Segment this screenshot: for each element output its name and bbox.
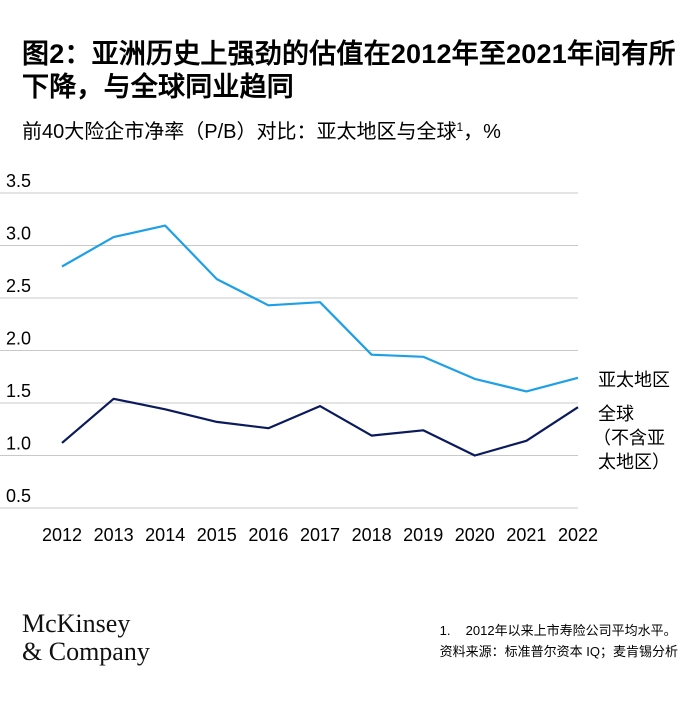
x-tick-label: 2019 (403, 525, 443, 545)
logo-line-2: & Company (22, 637, 150, 666)
subtitle-unit: ，% (463, 121, 501, 143)
logo-line-1: McKinsey (22, 609, 131, 638)
x-tick-label: 2021 (506, 525, 546, 545)
x-tick-label: 2022 (558, 525, 598, 545)
subtitle-footnote-mark: 1 (456, 120, 464, 134)
footnote-number: 1. (439, 623, 451, 638)
x-axis-ticks: 2012 2013 2014 2015 2016 2017 2018 2019 2020 2021… (42, 525, 598, 545)
x-tick-label: 2018 (352, 525, 392, 545)
series-label-global-line: 全球 (598, 404, 634, 424)
subtitle-text: 前40大险企市净率（P/B）对比：亚太地区与全球 (22, 121, 457, 143)
y-tick-label: 1.0 (6, 434, 31, 454)
x-tick-label: 2015 (197, 525, 237, 545)
y-tick-label: 2.5 (6, 276, 31, 296)
footnote-text: 2012年以来上市寿险公司平均水平。 (465, 623, 677, 638)
chart-title: 图2：亚洲历史上强劲的估值在2012年至2021年间有所下降，与全球同业趋同 (22, 39, 676, 102)
x-tick-label: 2013 (94, 525, 134, 545)
y-axis-ticks: 0.5 1.0 1.5 2.0 2.5 3.0 3.5 (6, 171, 31, 506)
series-label-asia-pacific: 亚太地区 (598, 370, 670, 390)
y-tick-label: 3.0 (6, 224, 31, 244)
footnote-block: 1. 2012年以来上市寿险公司平均水平。 资料来源：标准普尔资本 IQ；麦肯锡分… (440, 620, 678, 662)
series-label-global-line: （不含亚 (593, 428, 665, 448)
x-tick-label: 2016 (248, 525, 288, 545)
x-tick-label: 2017 (300, 525, 340, 545)
x-tick-label: 2012 (42, 525, 82, 545)
source-note: 资料来源：标准普尔资本 IQ；麦肯锡分析 (439, 644, 678, 659)
series-lines (61, 224, 579, 457)
y-tick-label: 0.5 (6, 486, 31, 506)
mckinsey-logo: McKinsey & Company (22, 610, 150, 666)
x-tick-label: 2020 (455, 525, 495, 545)
footnote-1: 1. 2012年以来上市寿险公司平均水平。 (440, 620, 678, 641)
series-label-global-line: 太地区） (598, 452, 670, 472)
series-line-global (61, 397, 579, 457)
line-chart: 0.51.01.52.02.53.03.5 2012 2013 2014 2015 20… (0, 171, 670, 545)
y-tick-label: 1.5 (6, 381, 31, 401)
y-tick-label: 3.5 (6, 171, 31, 191)
series-line-asia-pacific (61, 224, 579, 393)
gridlines (0, 192, 578, 509)
chart-subtitle: 前40大险企市净率（P/B）对比：亚太地区与全球1，% (22, 114, 501, 145)
y-tick-label: 2.0 (6, 329, 31, 349)
x-tick-label: 2014 (145, 525, 185, 545)
